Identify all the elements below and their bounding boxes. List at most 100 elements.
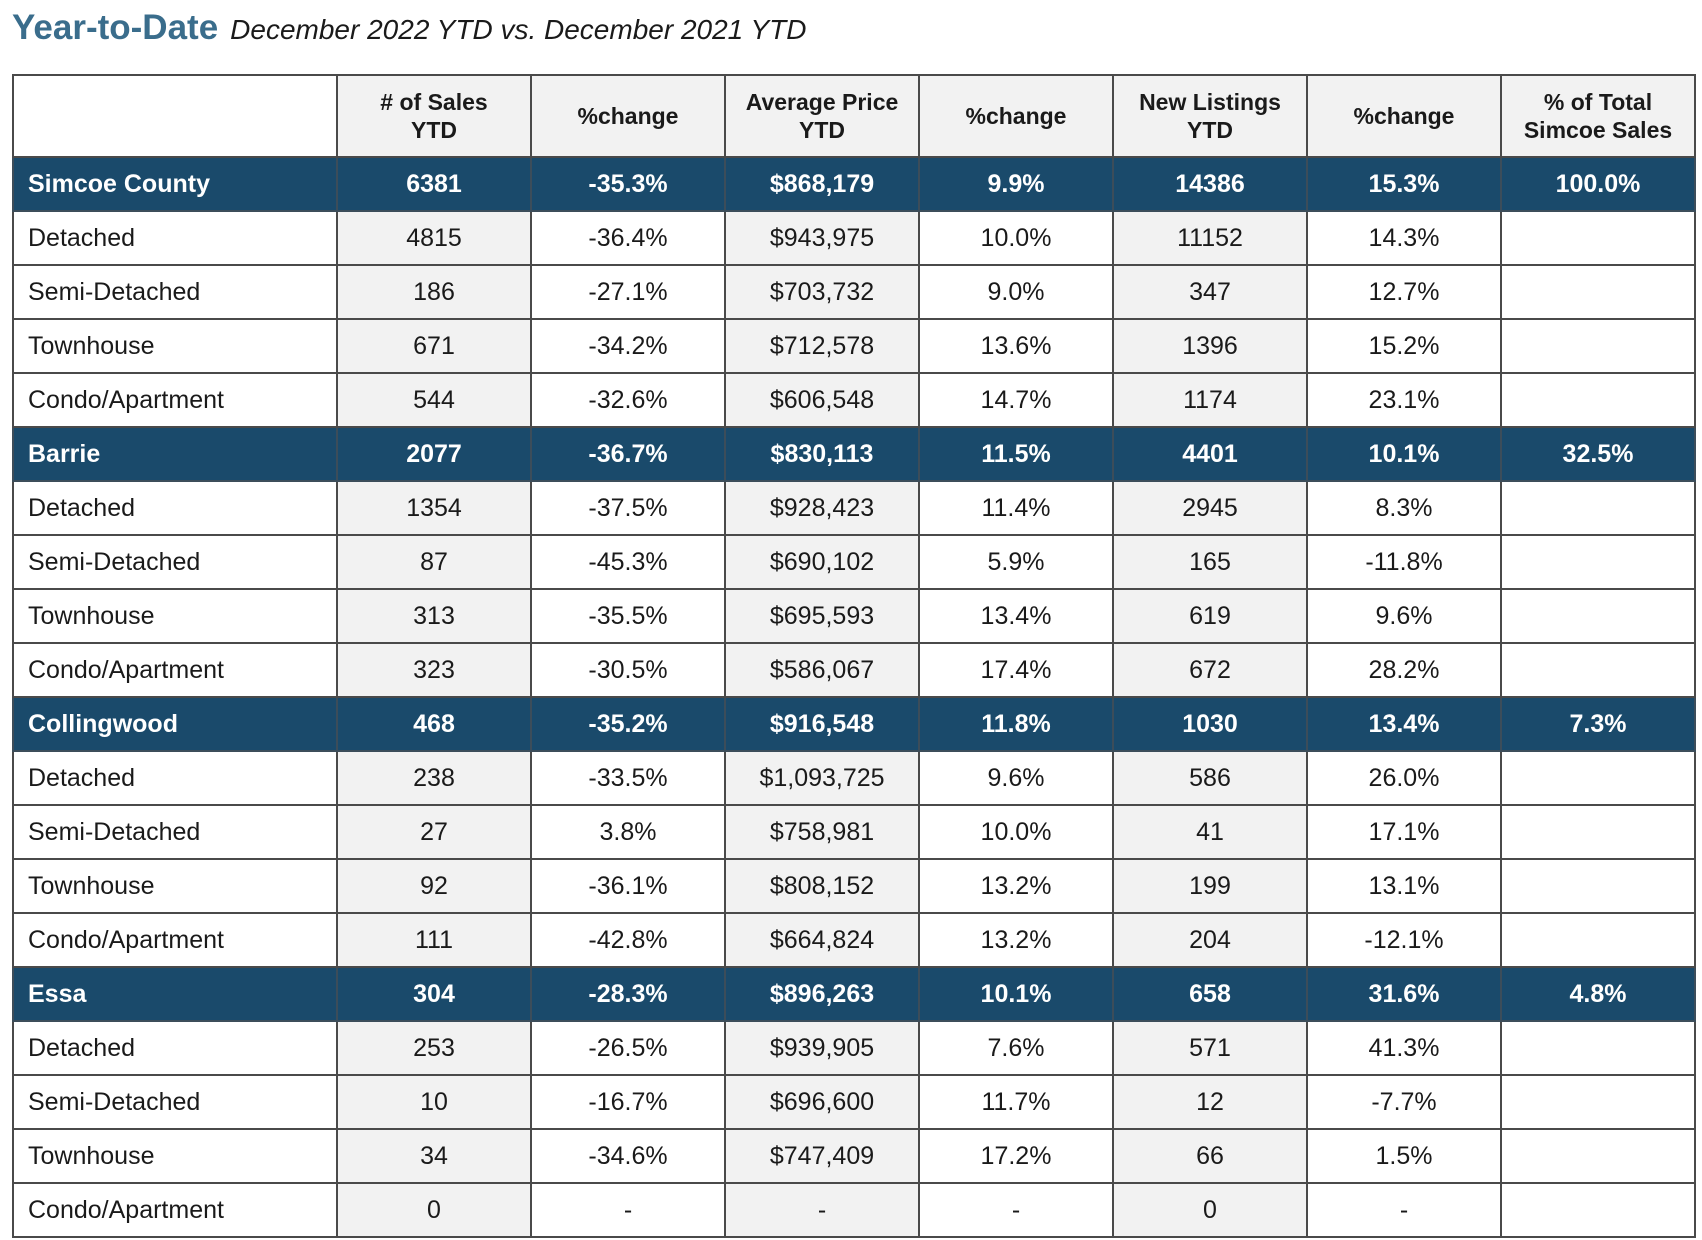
avg-price-change-cell: 17.4%: [918, 642, 1114, 698]
avg-price-cell: $758,981: [724, 804, 920, 860]
avg-price-change-cell: 9.0%: [918, 264, 1114, 320]
avg-price-cell: $896,263: [724, 966, 920, 1022]
avg-price-change-cell: 11.7%: [918, 1074, 1114, 1130]
avg-price-change-cell: 9.6%: [918, 750, 1114, 806]
avg-price-cell: $868,179: [724, 156, 920, 212]
table-row: Semi-Detached 10 -16.7% $696,600 11.7% 12 -7.7…: [12, 1074, 1696, 1130]
table-row: Detached 238 -33.5% $1,093,725 9.6% 586 26.0%: [12, 750, 1696, 806]
sales-change-cell: -32.6%: [530, 372, 726, 428]
avg-price-change-cell: 13.2%: [918, 912, 1114, 968]
new-listings-cell: 586: [1112, 750, 1308, 806]
header-cell-avg-price: Average Price YTD: [724, 74, 920, 158]
table-row: Semi-Detached 87 -45.3% $690,102 5.9% 165 -11.…: [12, 534, 1696, 590]
new-listings-cell: 204: [1112, 912, 1308, 968]
sales-change-cell: -45.3%: [530, 534, 726, 590]
pct-total-cell: [1500, 1182, 1696, 1238]
avg-price-cell: $664,824: [724, 912, 920, 968]
page-title: Year-to-Date: [12, 8, 219, 47]
avg-price-change-cell: 5.9%: [918, 534, 1114, 590]
sales-change-cell: -36.1%: [530, 858, 726, 914]
new-listings-cell: 658: [1112, 966, 1308, 1022]
new-listings-cell: 11152: [1112, 210, 1308, 266]
table-row: Condo/Apartment 544 -32.6% $606,548 14.7% 117…: [12, 372, 1696, 428]
header-cell-new-listings-change: %change: [1306, 74, 1502, 158]
avg-price-cell: -: [724, 1182, 920, 1238]
avg-price-change-cell: 10.0%: [918, 210, 1114, 266]
row-label: Townhouse: [12, 318, 338, 374]
sales-cell: 92: [336, 858, 532, 914]
table-row: Townhouse 313 -35.5% $695,593 13.4% 619 9.6%: [12, 588, 1696, 644]
new-listings-change-cell: 41.3%: [1306, 1020, 1502, 1076]
table-body: Simcoe County 6381 -35.3% $868,179 9.9% 14386…: [12, 156, 1696, 1238]
sales-change-cell: 3.8%: [530, 804, 726, 860]
row-label: Townhouse: [12, 858, 338, 914]
new-listings-change-cell: 26.0%: [1306, 750, 1502, 806]
pct-total-cell: [1500, 1020, 1696, 1076]
sales-cell: 2077: [336, 426, 532, 482]
new-listings-cell: 571: [1112, 1020, 1308, 1076]
row-label: Townhouse: [12, 1128, 338, 1184]
table-row: Condo/Apartment 0- - -0-: [12, 1182, 1696, 1238]
row-label: Condo/Apartment: [12, 912, 338, 968]
avg-price-cell: $696,600: [724, 1074, 920, 1130]
new-listings-cell: 672: [1112, 642, 1308, 698]
avg-price-cell: $703,732: [724, 264, 920, 320]
avg-price-cell: $747,409: [724, 1128, 920, 1184]
avg-price-change-cell: 10.1%: [918, 966, 1114, 1022]
new-listings-cell: 165: [1112, 534, 1308, 590]
avg-price-cell: $690,102: [724, 534, 920, 590]
new-listings-change-cell: 12.7%: [1306, 264, 1502, 320]
sales-cell: 34: [336, 1128, 532, 1184]
new-listings-cell: 2945: [1112, 480, 1308, 536]
table-row: Detached 1354 -37.5% $928,423 11.4% 2945 8.3%: [12, 480, 1696, 536]
avg-price-change-cell: -: [918, 1182, 1114, 1238]
table-row: Detached 253 -26.5% $939,905 7.6% 571 41.3%: [12, 1020, 1696, 1076]
sales-cell: 186: [336, 264, 532, 320]
avg-price-cell: $695,593: [724, 588, 920, 644]
row-label: Semi-Detached: [12, 534, 338, 590]
sales-cell: 87: [336, 534, 532, 590]
ytd-stats-table: # of Sales YTD %change Average Price YTD %…: [12, 74, 1696, 1238]
new-listings-cell: 4401: [1112, 426, 1308, 482]
sales-cell: 304: [336, 966, 532, 1022]
new-listings-change-cell: 17.1%: [1306, 804, 1502, 860]
avg-price-change-cell: 13.4%: [918, 588, 1114, 644]
table-header: # of Sales YTD %change Average Price YTD %…: [12, 74, 1696, 158]
new-listings-change-cell: 1.5%: [1306, 1128, 1502, 1184]
avg-price-cell: $928,423: [724, 480, 920, 536]
row-label: Detached: [12, 1020, 338, 1076]
new-listings-change-cell: 31.6%: [1306, 966, 1502, 1022]
sales-cell: 1354: [336, 480, 532, 536]
pct-total-cell: [1500, 912, 1696, 968]
sales-cell: 238: [336, 750, 532, 806]
table-row: Condo/Apartment 111 -42.8% $664,824 13.2% 204…: [12, 912, 1696, 968]
sales-cell: 468: [336, 696, 532, 752]
row-label: Collingwood: [12, 696, 338, 752]
region-row: Essa 304 -28.3% $896,263 10.1% 658 31.6% 4.8%: [12, 966, 1696, 1022]
new-listings-change-cell: 15.3%: [1306, 156, 1502, 212]
avg-price-change-cell: 11.4%: [918, 480, 1114, 536]
row-label: Detached: [12, 750, 338, 806]
pct-total-cell: [1500, 318, 1696, 374]
new-listings-change-cell: 15.2%: [1306, 318, 1502, 374]
row-label: Condo/Apartment: [12, 1182, 338, 1238]
row-label: Barrie: [12, 426, 338, 482]
avg-price-cell: $916,548: [724, 696, 920, 752]
header-cell-new-listings: New Listings YTD: [1112, 74, 1308, 158]
sales-cell: 111: [336, 912, 532, 968]
new-listings-change-cell: 8.3%: [1306, 480, 1502, 536]
avg-price-change-cell: 14.7%: [918, 372, 1114, 428]
sales-cell: 323: [336, 642, 532, 698]
new-listings-change-cell: -12.1%: [1306, 912, 1502, 968]
pct-total-cell: [1500, 210, 1696, 266]
sales-change-cell: -27.1%: [530, 264, 726, 320]
row-label: Semi-Detached: [12, 264, 338, 320]
region-row: Barrie 2077 -36.7% $830,113 11.5% 4401 10.1% 32…: [12, 426, 1696, 482]
row-label: Condo/Apartment: [12, 372, 338, 428]
avg-price-cell: $1,093,725: [724, 750, 920, 806]
row-label: Detached: [12, 210, 338, 266]
avg-price-change-cell: 17.2%: [918, 1128, 1114, 1184]
table-row: Semi-Detached 27 3.8% $758,981 10.0% 41 17.1%: [12, 804, 1696, 860]
table-row: Semi-Detached 186 -27.1% $703,732 9.0% 347 12.…: [12, 264, 1696, 320]
pct-total-cell: 7.3%: [1500, 696, 1696, 752]
